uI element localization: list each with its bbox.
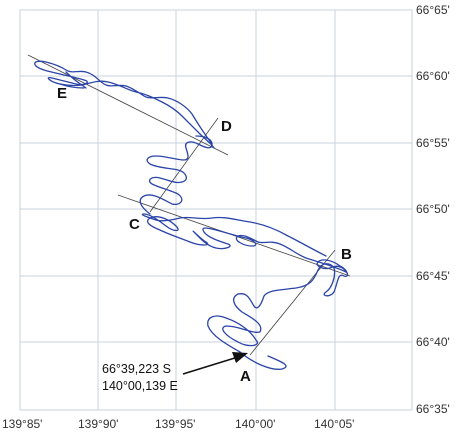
waypoint-markers: A B C D E [57, 85, 352, 385]
y-tick-label: 66°60' [416, 69, 450, 83]
y-axis-labels: 66°65' 66°60' 66°55' 66°50' 66°45' 66°40… [416, 3, 450, 416]
x-tick-label: 139°85' [2, 417, 42, 431]
y-tick-label: 66°65' [416, 3, 450, 17]
track-segment-c-d [139, 135, 213, 215]
track-segment-e-tail [59, 71, 87, 89]
y-tick-label: 66°40' [416, 335, 450, 349]
track-segment-d-e [34, 60, 215, 149]
track-segment-b-c [141, 213, 347, 273]
y-tick-label: 66°50' [416, 202, 450, 216]
coordinate-annotation: 66°39,223 S 140°00,139 E [102, 362, 178, 393]
marker-a: A [240, 368, 251, 385]
y-tick-label: 66°35' [416, 402, 450, 416]
transect-e-d [27, 54, 229, 156]
x-axis-labels: 139°85' 139°90' 139°95' 140°00' 140°05' [2, 417, 354, 431]
transect-d-c [149, 117, 219, 213]
annotation-arrow [182, 352, 248, 375]
track-segment-a-b [207, 259, 349, 370]
x-tick-label: 140°00' [235, 417, 275, 431]
y-tick-label: 66°55' [416, 136, 450, 150]
annotation-latitude: 66°39,223 S [102, 362, 171, 376]
x-tick-label: 139°95' [155, 417, 195, 431]
marker-d: D [221, 118, 232, 135]
y-tick-label: 66°45' [416, 269, 450, 283]
annotation-arrow-head [232, 352, 248, 363]
glider-track [34, 60, 349, 370]
marker-c: C [129, 216, 140, 233]
annotation-longitude: 140°00,139 E [102, 379, 178, 393]
x-tick-label: 140°05' [314, 417, 354, 431]
annotation-arrow-line [182, 356, 239, 375]
marker-b: B [341, 246, 352, 263]
marker-e: E [57, 85, 67, 102]
x-tick-label: 139°90' [78, 417, 118, 431]
map-frame [19, 9, 413, 411]
